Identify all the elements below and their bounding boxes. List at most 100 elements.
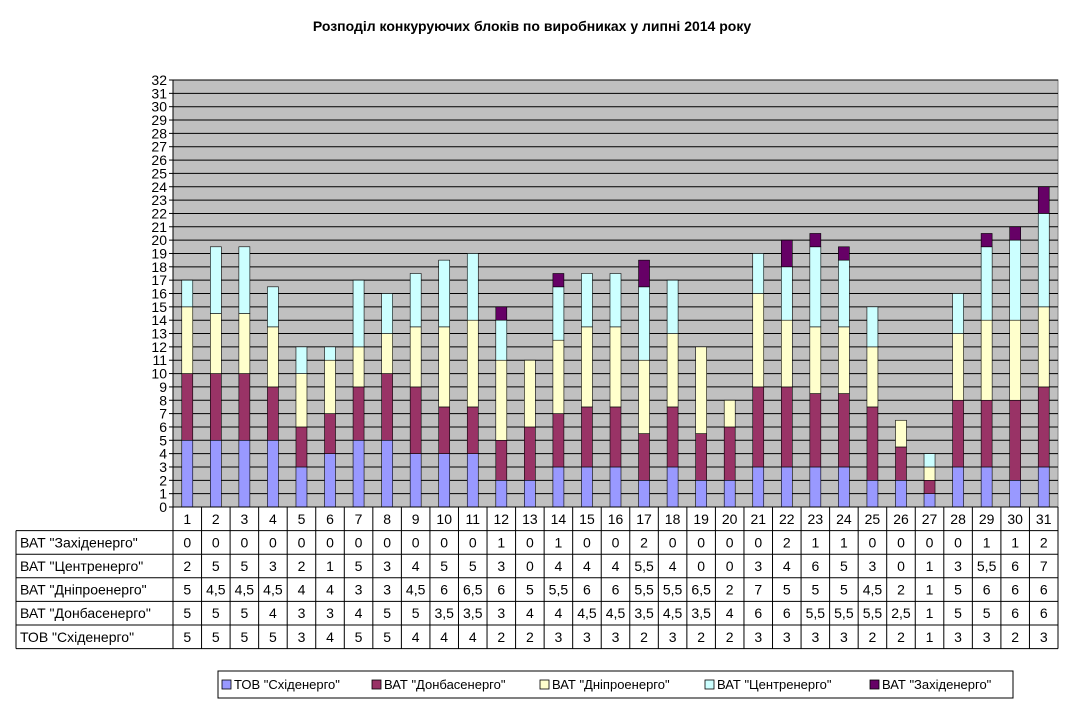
table-cell: 6 (1040, 582, 1048, 598)
table-cell: 2 (526, 629, 534, 645)
bar-segment-1-cat-10 (438, 453, 451, 508)
bar-segment-2-cat-6 (324, 413, 336, 454)
x-tick-label: 22 (779, 511, 795, 527)
y-tick-label: 2 (159, 472, 167, 488)
bar-segment-1-cat-14 (552, 466, 565, 508)
table-cell: 3 (298, 629, 306, 645)
bar-segment-1-cat-2 (210, 439, 222, 508)
bar-segment-4-cat-29 (980, 246, 993, 321)
table-cell: 3 (497, 558, 505, 574)
table-cell: 5 (783, 582, 791, 598)
bar-segment-1-cat-30 (1009, 480, 1021, 508)
table-cell: 0 (269, 534, 277, 550)
table-cell: 2 (298, 558, 306, 574)
table-cell: 5 (383, 605, 391, 621)
y-tick-label: 23 (151, 192, 167, 208)
bar-segment-3-cat-27 (923, 466, 936, 481)
table-cell: 3 (983, 629, 991, 645)
table-cell: 6 (612, 582, 620, 598)
bar-segment-3-cat-6 (324, 359, 336, 414)
table-cell: 6 (783, 605, 791, 621)
table-cell: 0 (897, 534, 905, 550)
table-cell: 5 (212, 629, 220, 645)
table-cell: 2 (640, 629, 648, 645)
table-cell: 5 (412, 605, 420, 621)
y-tick-label: 21 (151, 219, 167, 235)
table-cell: 5,5 (977, 558, 997, 574)
bar-segment-1-cat-13 (524, 480, 536, 508)
bar-segment-5-cat-30 (1009, 226, 1021, 241)
table-cell: 6 (811, 558, 819, 574)
table-cell: 5 (840, 582, 848, 598)
y-tick-label: 26 (151, 152, 167, 168)
bar-segment-2-cat-12 (495, 439, 508, 481)
table-cell: 2 (497, 629, 505, 645)
table-cell: 4 (326, 582, 334, 598)
table-cell: 0 (355, 534, 363, 550)
y-tick-label: 5 (159, 432, 167, 448)
chart-title: Розподіл конкуруючих блоків по виробника… (313, 18, 751, 34)
table-cell: 2 (697, 629, 705, 645)
y-tick-label: 28 (151, 125, 167, 141)
bar-segment-4-cat-5 (295, 346, 308, 374)
x-tick-label: 15 (579, 511, 595, 527)
table-cell: 1 (555, 534, 563, 550)
table-cell: 6 (440, 582, 448, 598)
bar-segment-1-cat-28 (952, 466, 964, 508)
bar-segment-4-cat-18 (666, 279, 679, 334)
table-cell: 6 (1011, 605, 1019, 621)
bar-segment-1-cat-12 (495, 480, 508, 508)
table-cell: 5 (440, 558, 448, 574)
table-cell: 1 (840, 534, 848, 550)
bar-segment-3-cat-3 (238, 313, 251, 374)
bar-segment-1-cat-6 (324, 453, 336, 508)
y-tick-label: 24 (151, 179, 167, 195)
bar-segment-4-cat-30 (1009, 239, 1021, 321)
table-cell: 4 (355, 605, 363, 621)
bar-segment-1-cat-15 (581, 466, 593, 508)
bar-segment-3-cat-30 (1009, 319, 1021, 401)
table-cell: 5 (355, 558, 363, 574)
bar-segment-2-cat-22 (780, 386, 793, 468)
table-cell: 2 (640, 534, 648, 550)
bar-segment-5-cat-12 (495, 306, 508, 321)
bar-segment-4-cat-22 (780, 266, 793, 321)
bar-segment-4-cat-23 (809, 246, 822, 328)
table-cell: 1 (926, 582, 934, 598)
legend-swatch (539, 679, 550, 690)
x-tick-label: 10 (436, 511, 452, 527)
table-cell: 2 (726, 582, 734, 598)
table-cell: 4 (412, 629, 420, 645)
bar-segment-1-cat-9 (409, 453, 422, 508)
x-tick-label: 14 (551, 511, 567, 527)
bar-segment-4-cat-16 (609, 273, 622, 328)
table-cell: 7 (1040, 558, 1048, 574)
bar-segment-3-cat-18 (666, 333, 679, 408)
table-cell: 0 (412, 534, 420, 550)
bar-segment-1-cat-5 (295, 466, 308, 508)
bar-segment-4-cat-11 (466, 253, 479, 321)
table-cell: 0 (583, 534, 591, 550)
x-tick-label: 12 (494, 511, 510, 527)
data-table: 1 2 3 4 5 6 7 8 9 10 11 12 13 14 15 16 17 18 19 20 21 22 23 24 2… (15, 506, 1059, 650)
table-cell: 3 (669, 629, 677, 645)
table-cell: 4,5 (235, 582, 255, 598)
table-cell: 3 (954, 629, 962, 645)
bar-segment-4-cat-31 (1037, 213, 1050, 308)
table-cell: 3 (612, 629, 620, 645)
bar-segment-2-cat-28 (952, 399, 964, 468)
x-tick-label: 5 (298, 511, 306, 527)
bar-segment-3-cat-5 (295, 373, 308, 428)
table-cell: 5 (269, 629, 277, 645)
table-cell: 6 (1011, 558, 1019, 574)
y-tick-label: 4 (159, 446, 167, 462)
table-cell: 0 (869, 534, 877, 550)
bar-segment-3-cat-14 (552, 339, 565, 414)
bar-segment-2-cat-9 (409, 386, 422, 454)
bar-segment-2-cat-20 (723, 426, 736, 481)
bar-segment-3-cat-25 (866, 346, 879, 408)
table-cell: 5 (183, 629, 191, 645)
legend-label: ВАТ "Західенерго" (882, 677, 992, 692)
bar-segment-1-cat-23 (809, 466, 822, 508)
y-tick-label: 9 (159, 379, 167, 395)
